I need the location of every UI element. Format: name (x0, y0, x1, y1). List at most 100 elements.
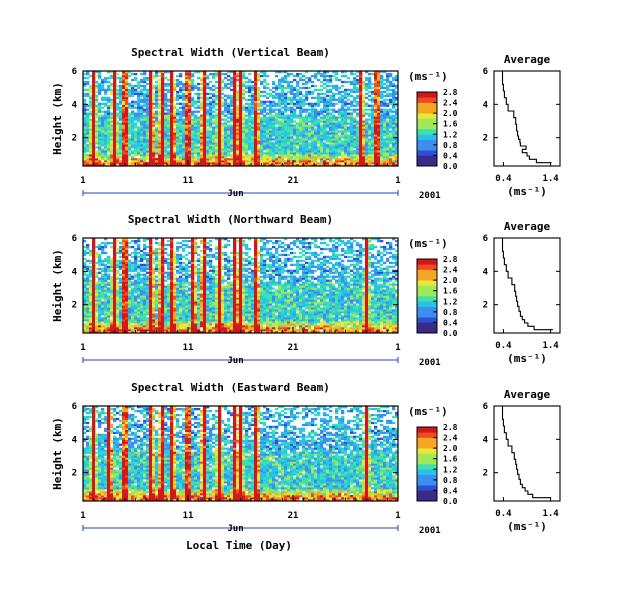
heatmap-cell (83, 94, 87, 98)
heatmap-cell (188, 90, 192, 94)
heatmap-cell (305, 162, 309, 165)
heatmap-cell (149, 96, 153, 100)
heatmap-cell (329, 112, 333, 115)
heatmap-cell (188, 116, 192, 119)
heatmap-cell (83, 263, 87, 267)
heatmap-cell (374, 144, 378, 147)
heatmap-cell (95, 146, 99, 149)
heatmap-cell (362, 110, 366, 113)
heatmap-cell (107, 86, 111, 90)
heatmap-cell (281, 154, 285, 157)
heatmap-cell (350, 112, 354, 115)
heatmap-cell (89, 331, 93, 334)
heatmap-cell (266, 74, 270, 78)
heatmap-cell (155, 80, 159, 84)
heatmap-cell (320, 120, 324, 123)
heatmap-cell (95, 329, 99, 332)
heatmap-cell (233, 78, 237, 82)
heatmap-cell (110, 104, 114, 107)
heatmap-cell (164, 104, 168, 107)
heatmap-cell (245, 162, 249, 165)
heatmap-cell (365, 102, 369, 105)
heatmap-cell (257, 160, 261, 163)
heatmap-cell (182, 164, 186, 167)
heatmap-cell (122, 118, 126, 121)
heatmap-cell (107, 269, 111, 272)
heatmap-cell (122, 291, 126, 294)
heatmap-cell (356, 80, 360, 84)
heatmap-cell (344, 160, 348, 163)
heatmap-cell (116, 108, 120, 111)
heatmap-cell (347, 134, 351, 137)
average-y-tick-label: 2 (483, 134, 488, 144)
heatmap-cell (218, 78, 222, 82)
heatmap-cell (104, 150, 108, 153)
heatmap-cell (308, 148, 312, 151)
heatmap-cell (95, 255, 99, 259)
heatmap-cell (323, 156, 327, 159)
heatmap-cell (317, 130, 321, 133)
heatmap-cell (110, 100, 114, 103)
heatmap-cell (110, 307, 114, 310)
heatmap-cell (287, 152, 291, 155)
heatmap-cell (260, 116, 264, 119)
heatmap-cell (119, 130, 123, 133)
heatmap-cell (173, 88, 177, 92)
heatmap-cell (170, 126, 174, 129)
heatmap-cell (155, 134, 159, 137)
heatmap-cell (308, 164, 312, 167)
heatmap-cell (92, 295, 96, 298)
heatmap-cell (386, 142, 390, 145)
heatmap-cell (131, 106, 135, 109)
heatmap-cell (131, 275, 135, 278)
heatmap-cell (281, 126, 285, 129)
heatmap-cell (140, 88, 144, 92)
heatmap-cell (338, 96, 342, 100)
heatmap-cell (182, 132, 186, 135)
heatmap-cell (212, 156, 216, 159)
heatmap-cell (371, 112, 375, 115)
heatmap-cell (383, 164, 387, 167)
heatmap-cell (359, 92, 363, 96)
heatmap-cell (110, 267, 114, 270)
heatmap-cell (344, 142, 348, 145)
heatmap-cell (98, 86, 102, 90)
heatmap-cell (221, 152, 225, 155)
heatmap-cell (206, 142, 210, 145)
heatmap-cell (92, 321, 96, 324)
heatmap-cell (278, 71, 282, 74)
heatmap-cell (308, 86, 312, 90)
heatmap-cell (215, 104, 219, 107)
heatmap-cell (125, 90, 129, 94)
heatmap-cell (182, 144, 186, 147)
heatmap-cell (257, 126, 261, 129)
heatmap-cell (230, 154, 234, 157)
heatmap-cell (359, 90, 363, 94)
heatmap-cell (218, 128, 222, 131)
heatmap-cell (287, 136, 291, 139)
heatmap-cell (374, 92, 378, 96)
heatmap-cell (389, 110, 393, 113)
heatmap-cell (122, 279, 126, 282)
heatmap-cell (257, 112, 261, 115)
heatmap-cell (131, 309, 135, 312)
heatmap-cell (323, 148, 327, 151)
heatmap-cell (188, 84, 192, 88)
heatmap-cell (374, 148, 378, 151)
heatmap-cell (368, 124, 372, 127)
heatmap-cell (287, 124, 291, 127)
heatmap-cell (353, 90, 357, 94)
heatmap-cell (299, 126, 303, 129)
heatmap-cell (254, 80, 258, 84)
heatmap-cell (110, 329, 114, 332)
heatmap-cell (92, 275, 96, 278)
heatmap-cell (128, 267, 132, 270)
heatmap-cell (263, 94, 267, 98)
heatmap-cell (167, 132, 171, 135)
heatmap-cell (269, 130, 273, 133)
heatmap-cell (227, 138, 231, 141)
heatmap-cell (323, 138, 327, 141)
heatmap-cell (242, 106, 246, 109)
heatmap-cell (116, 303, 120, 306)
heatmap-cell (89, 112, 93, 115)
